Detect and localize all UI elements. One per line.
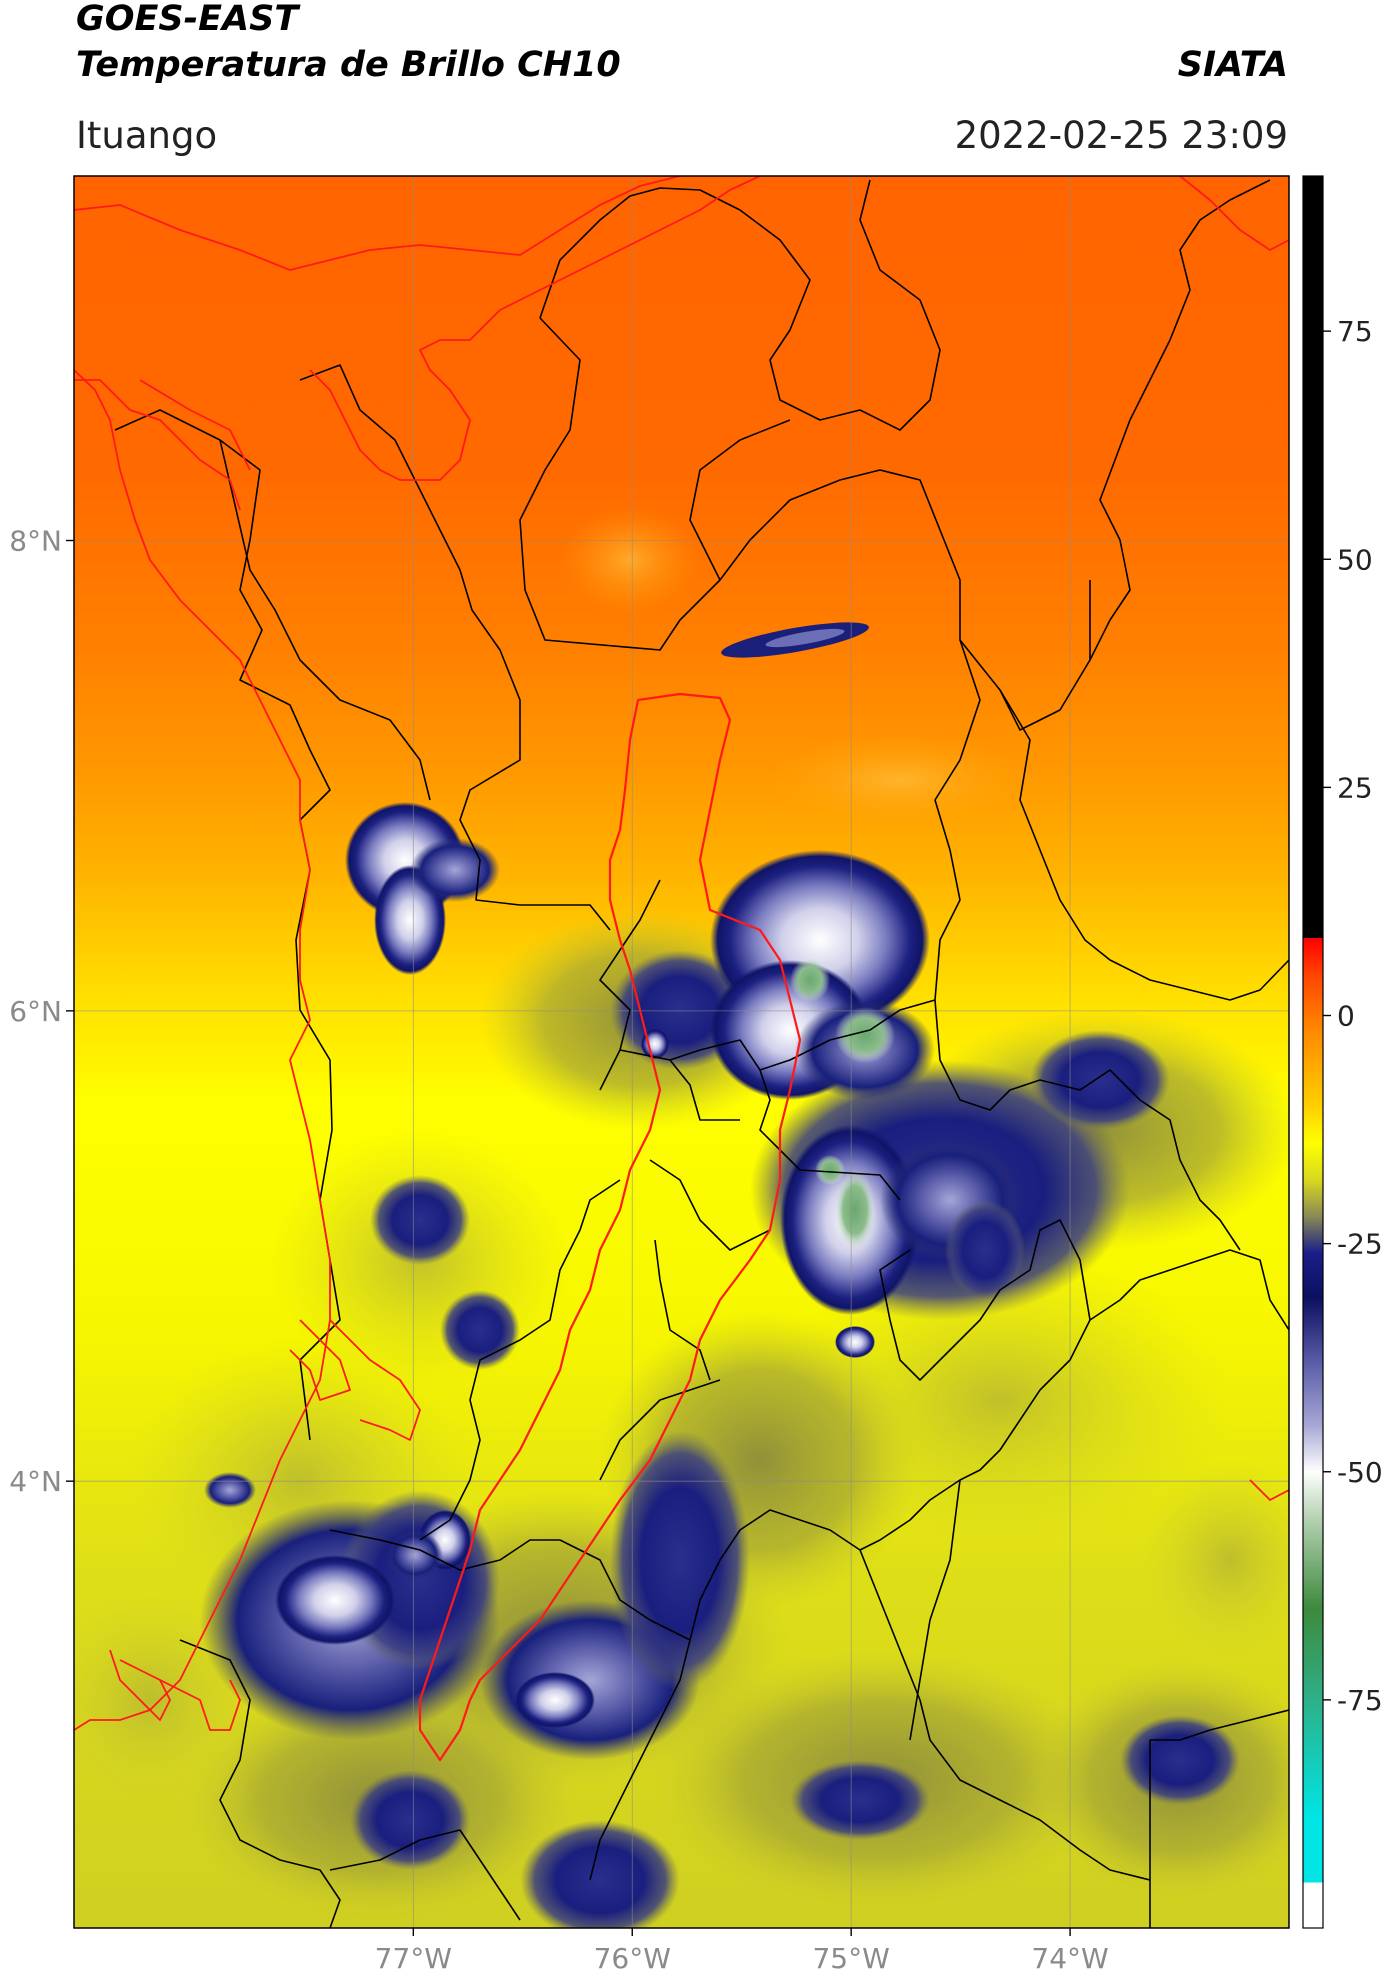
longitude-ticks: 77°W 76°W 75°W 74°W xyxy=(375,1928,1109,1975)
colorbar-gradient xyxy=(1303,176,1323,1928)
coldest-tops xyxy=(790,958,895,1250)
lon-tick-label: 77°W xyxy=(375,1942,452,1975)
lon-tick-label: 75°W xyxy=(812,1942,889,1975)
colorbar-tick-label: 25 xyxy=(1337,771,1373,804)
region-label: Ituango xyxy=(76,114,218,157)
colorbar-frame xyxy=(1302,175,1324,1929)
colorbar: 75 50 25 0 -25 -50 -75 xyxy=(1302,175,1383,1929)
lon-tick-label: 74°W xyxy=(1031,1942,1108,1975)
antioquia-border xyxy=(74,176,1289,1731)
antioquia-department-outline xyxy=(418,692,802,1762)
colorbar-tick-label: 0 xyxy=(1337,1000,1355,1033)
lat-tick-label: 6°N xyxy=(9,995,62,1028)
warm-patch xyxy=(560,505,700,615)
warm-patch xyxy=(760,730,1040,830)
chart-title-line-1: GOES-EAST xyxy=(76,0,299,39)
brand-label: SIATA xyxy=(1177,45,1288,85)
lon-tick-label: 76°W xyxy=(594,1942,671,1975)
colorbar-tick-label: 75 xyxy=(1337,315,1373,348)
colorbar-tick-label: -25 xyxy=(1337,1228,1383,1261)
chart-title-line-2: Temperatura de Brillo CH10 xyxy=(76,45,621,85)
storm-cells xyxy=(275,622,1025,1728)
graticule xyxy=(74,176,1289,1928)
colorbar-ticks: 75 50 25 0 -25 -50 -75 xyxy=(1323,315,1383,1717)
lat-tick-label: 8°N xyxy=(9,525,62,558)
colorbar-tick-label: 50 xyxy=(1337,543,1373,576)
lat-tick-label: 4°N xyxy=(9,1465,62,1498)
colorbar-tick-label: -50 xyxy=(1337,1456,1383,1489)
storm-cell-southwest xyxy=(275,1555,395,1645)
latitude-ticks: 8°N 6°N 4°N xyxy=(9,525,74,1498)
colorbar-tick-label: -75 xyxy=(1337,1684,1383,1717)
map-frame xyxy=(73,175,1290,1929)
timestamp-label: 2022-02-25 23:09 xyxy=(954,114,1288,157)
